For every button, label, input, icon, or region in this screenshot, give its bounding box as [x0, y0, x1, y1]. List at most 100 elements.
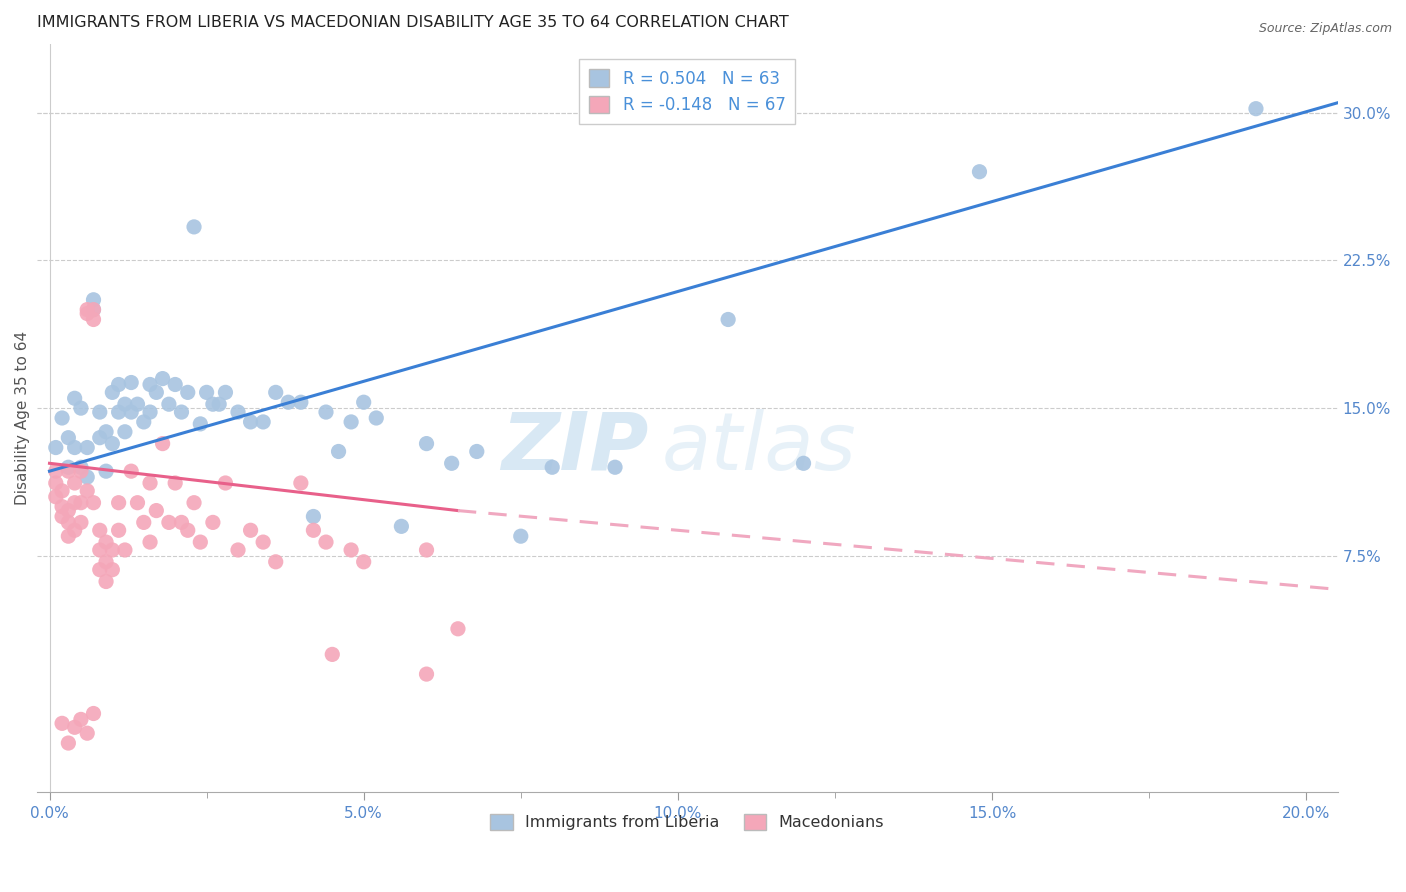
Point: [51, 411, 73, 425]
Point: [170, 516, 193, 530]
Point: [195, 385, 218, 400]
Point: [45, 475, 67, 490]
Point: [82, 706, 104, 721]
Point: [145, 385, 167, 400]
Point: [58, 736, 80, 750]
Point: [120, 405, 142, 419]
Point: [120, 376, 142, 390]
Point: [51, 716, 73, 731]
Point: [969, 165, 991, 179]
Point: [58, 460, 80, 475]
Point: [76, 726, 98, 740]
Point: [170, 405, 193, 419]
Point: [252, 415, 274, 429]
Point: [177, 385, 200, 400]
Point: [145, 503, 167, 517]
Point: [165, 475, 187, 490]
Point: [114, 543, 136, 558]
Point: [188, 535, 211, 549]
Point: [94, 464, 117, 478]
Point: [70, 713, 93, 727]
Point: [214, 385, 236, 400]
Point: [509, 529, 531, 543]
Point: [107, 496, 129, 510]
Point: [82, 302, 104, 317]
Point: [201, 397, 224, 411]
Text: atlas: atlas: [661, 409, 856, 487]
Point: [107, 523, 129, 537]
Point: [793, 456, 815, 470]
Point: [440, 456, 463, 470]
Point: [465, 444, 488, 458]
Point: [717, 312, 740, 326]
Point: [132, 516, 155, 530]
Point: [89, 523, 111, 537]
Point: [101, 543, 124, 558]
Point: [183, 496, 205, 510]
Point: [239, 415, 262, 429]
Point: [58, 464, 80, 478]
Point: [89, 543, 111, 558]
Point: [188, 417, 211, 431]
Point: [82, 496, 104, 510]
Point: [252, 535, 274, 549]
Point: [340, 415, 363, 429]
Text: Source: ZipAtlas.com: Source: ZipAtlas.com: [1258, 22, 1392, 36]
Point: [389, 519, 412, 533]
Point: [415, 543, 437, 558]
Point: [290, 475, 312, 490]
Point: [82, 302, 104, 317]
Point: [447, 622, 470, 636]
Point: [101, 563, 124, 577]
Point: [58, 503, 80, 517]
Point: [340, 543, 363, 558]
Point: [114, 397, 136, 411]
Point: [165, 377, 187, 392]
Point: [70, 496, 93, 510]
Point: [63, 523, 86, 537]
Point: [302, 509, 325, 524]
Point: [94, 574, 117, 589]
Point: [120, 464, 142, 478]
Point: [76, 470, 98, 484]
Point: [264, 555, 287, 569]
Point: [114, 425, 136, 439]
Point: [264, 385, 287, 400]
Point: [70, 460, 93, 475]
Point: [321, 648, 343, 662]
Point: [353, 555, 375, 569]
Point: [302, 523, 325, 537]
Point: [63, 392, 86, 406]
Legend: Immigrants from Liberia, Macedonians: Immigrants from Liberia, Macedonians: [484, 807, 891, 837]
Point: [290, 395, 312, 409]
Point: [139, 405, 162, 419]
Point: [94, 555, 117, 569]
Point: [45, 490, 67, 504]
Point: [132, 415, 155, 429]
Point: [541, 460, 564, 475]
Point: [157, 397, 180, 411]
Point: [58, 516, 80, 530]
Point: [89, 431, 111, 445]
Point: [415, 667, 437, 681]
Point: [76, 441, 98, 455]
Point: [226, 543, 249, 558]
Point: [89, 405, 111, 419]
Point: [51, 483, 73, 498]
Point: [277, 395, 299, 409]
Point: [107, 405, 129, 419]
Point: [157, 516, 180, 530]
Point: [76, 483, 98, 498]
Point: [239, 523, 262, 537]
Point: [353, 395, 375, 409]
Point: [214, 475, 236, 490]
Point: [70, 516, 93, 530]
Point: [94, 425, 117, 439]
Point: [139, 377, 162, 392]
Point: [101, 436, 124, 450]
Point: [58, 431, 80, 445]
Point: [94, 535, 117, 549]
Point: [1244, 102, 1267, 116]
Text: IMMIGRANTS FROM LIBERIA VS MACEDONIAN DISABILITY AGE 35 TO 64 CORRELATION CHART: IMMIGRANTS FROM LIBERIA VS MACEDONIAN DI…: [37, 15, 789, 30]
Y-axis label: Disability Age 35 to 64: Disability Age 35 to 64: [15, 331, 30, 505]
